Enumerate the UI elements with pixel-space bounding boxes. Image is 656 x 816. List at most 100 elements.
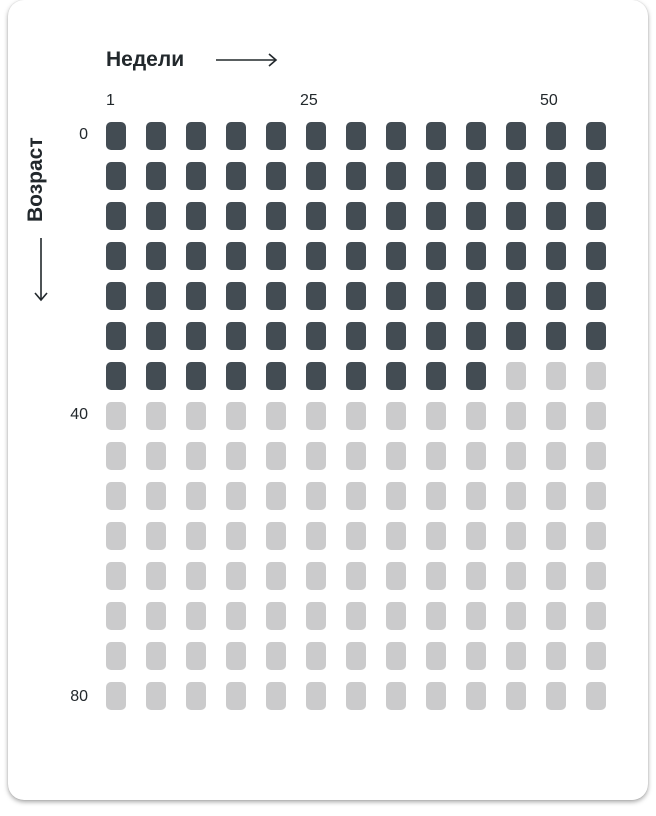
week-cell-lived: [466, 202, 486, 230]
week-cell-remaining: [106, 482, 126, 510]
week-cell-lived: [266, 242, 286, 270]
week-cell-lived: [186, 122, 206, 150]
week-cell-remaining: [266, 522, 286, 550]
week-cell-remaining: [186, 522, 206, 550]
week-cell-remaining: [546, 562, 566, 590]
week-cell-lived: [146, 162, 166, 190]
week-cell-remaining: [346, 562, 366, 590]
week-cell-remaining: [186, 442, 206, 470]
week-cell-lived: [106, 362, 126, 390]
week-cell-lived: [586, 122, 606, 150]
week-cell-remaining: [346, 522, 366, 550]
week-cell-remaining: [466, 642, 486, 670]
week-cell-remaining: [506, 442, 526, 470]
week-cell-lived: [426, 122, 446, 150]
week-cell-lived: [466, 362, 486, 390]
week-cell-lived: [266, 122, 286, 150]
week-cell-remaining: [586, 522, 606, 550]
week-cell-remaining: [466, 402, 486, 430]
week-cell-lived: [466, 242, 486, 270]
week-cell-remaining: [466, 442, 486, 470]
week-cell-lived: [106, 282, 126, 310]
week-cell-remaining: [226, 402, 246, 430]
week-cell-lived: [386, 242, 406, 270]
week-cell-lived: [386, 122, 406, 150]
week-cell-lived: [226, 162, 246, 190]
week-cell-remaining: [146, 682, 166, 710]
week-cell-remaining: [386, 642, 406, 670]
week-cell-remaining: [386, 682, 406, 710]
week-cell-remaining: [346, 482, 366, 510]
week-cell-remaining: [506, 562, 526, 590]
week-cell-remaining: [586, 442, 606, 470]
week-cell-remaining: [586, 682, 606, 710]
week-cell-lived: [306, 282, 326, 310]
week-cell-lived: [386, 282, 406, 310]
week-cell-lived: [426, 322, 446, 350]
week-cell-lived: [506, 202, 526, 230]
week-cell-lived: [146, 122, 166, 150]
week-cell-remaining: [146, 482, 166, 510]
week-label-50: 50: [540, 92, 558, 109]
week-cell-lived: [266, 362, 286, 390]
week-cell-remaining: [546, 602, 566, 630]
week-cell-remaining: [466, 482, 486, 510]
week-cell-lived: [306, 362, 326, 390]
week-cell-lived: [546, 122, 566, 150]
week-cell-lived: [546, 242, 566, 270]
week-cell-remaining: [306, 402, 326, 430]
age-label-40: 40: [70, 406, 88, 423]
week-cell-remaining: [506, 482, 526, 510]
week-cell-lived: [586, 242, 606, 270]
week-cell-remaining: [226, 482, 246, 510]
week-cell-remaining: [346, 442, 366, 470]
week-cell-lived: [106, 122, 126, 150]
week-cell-remaining: [546, 682, 566, 710]
week-cell-lived: [226, 362, 246, 390]
week-cell-remaining: [226, 562, 246, 590]
week-cell-remaining: [226, 682, 246, 710]
week-cell-remaining: [266, 562, 286, 590]
week-cell-remaining: [546, 362, 566, 390]
week-cell-lived: [346, 202, 366, 230]
week-cell-lived: [146, 242, 166, 270]
week-cell-remaining: [346, 602, 366, 630]
week-cell-remaining: [186, 402, 206, 430]
week-cell-remaining: [586, 602, 606, 630]
week-cell-remaining: [506, 402, 526, 430]
week-cell-lived: [466, 282, 486, 310]
week-cell-remaining: [466, 602, 486, 630]
week-cell-remaining: [506, 362, 526, 390]
week-cell-lived: [506, 322, 526, 350]
week-cell-lived: [306, 322, 326, 350]
week-cell-lived: [186, 282, 206, 310]
week-cell-remaining: [186, 602, 206, 630]
week-cell-remaining: [106, 522, 126, 550]
arrow-down-icon: [34, 238, 48, 302]
week-cell-remaining: [426, 562, 446, 590]
week-cell-remaining: [146, 522, 166, 550]
week-cell-remaining: [506, 602, 526, 630]
week-cell-remaining: [106, 642, 126, 670]
week-cell-remaining: [586, 642, 606, 670]
week-cell-remaining: [146, 402, 166, 430]
week-cell-remaining: [106, 562, 126, 590]
week-cell-remaining: [386, 562, 406, 590]
week-cell-lived: [506, 242, 526, 270]
week-cell-lived: [426, 242, 446, 270]
week-cell-lived: [426, 202, 446, 230]
week-cell-remaining: [146, 562, 166, 590]
week-cell-remaining: [546, 482, 566, 510]
week-cell-remaining: [426, 482, 446, 510]
week-cell-remaining: [466, 522, 486, 550]
week-cell-remaining: [146, 642, 166, 670]
week-cell-remaining: [186, 682, 206, 710]
week-cell-remaining: [226, 642, 246, 670]
week-cell-lived: [426, 162, 446, 190]
week-cell-remaining: [346, 642, 366, 670]
week-cell-lived: [146, 202, 166, 230]
week-cell-lived: [106, 202, 126, 230]
week-cell-lived: [426, 282, 446, 310]
week-cell-lived: [226, 202, 246, 230]
week-cell-remaining: [466, 562, 486, 590]
